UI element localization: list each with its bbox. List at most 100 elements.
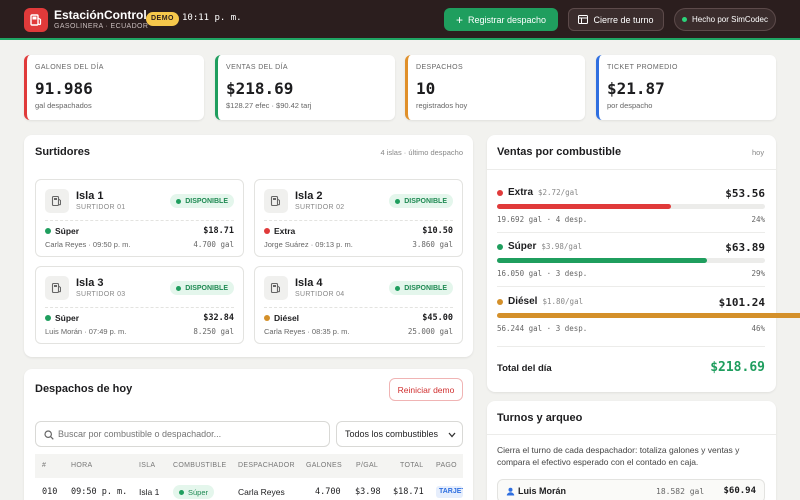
row-payment-badge: TARJETA bbox=[436, 486, 463, 498]
fuel-pump-icon bbox=[45, 189, 69, 213]
pump-last-dispatch: Carla Reyes · 08:35 p. m. bbox=[264, 327, 350, 336]
pump-amount: $45.00 bbox=[422, 313, 453, 323]
fuel-amount: $101.24 bbox=[718, 296, 765, 309]
pump-last-dispatch: Jorge Suárez · 09:13 p. m. bbox=[264, 240, 353, 249]
pump-id: SURTIDOR 04 bbox=[295, 291, 345, 298]
fuel-dot-icon bbox=[497, 243, 503, 250]
fuel-dot-icon bbox=[179, 489, 184, 495]
fuel-pump-logo-icon bbox=[24, 8, 48, 32]
shift-row[interactable]: Luis Morán 18.582 gal $60.94 bbox=[497, 479, 765, 500]
fuel-label: Súper bbox=[188, 487, 209, 497]
pump-card-1[interactable]: Isla 1 SURTIDOR 01 DISPONIBLE Súper $18.… bbox=[35, 179, 244, 257]
stat-value: $21.87 bbox=[607, 79, 665, 98]
row-attendant: Carla Reyes bbox=[238, 487, 285, 497]
pump-fuel: Extra bbox=[264, 226, 295, 236]
share-bar-fill bbox=[497, 204, 671, 209]
share-bar-fill bbox=[497, 313, 800, 318]
col-gallons: GALONES bbox=[306, 462, 342, 469]
fuel-amount: $53.56 bbox=[725, 187, 765, 200]
total-value: $218.69 bbox=[710, 360, 765, 375]
col-ppg: P/GAL bbox=[356, 462, 379, 469]
pump-card-3[interactable]: Isla 3 SURTIDOR 03 DISPONIBLE Súper $32.… bbox=[35, 266, 244, 344]
share-bar bbox=[497, 258, 765, 263]
row-island: Isla 1 bbox=[139, 487, 160, 497]
fuel-pct: 46% bbox=[751, 324, 765, 333]
col-time: HORA bbox=[71, 462, 93, 469]
shifts-description: Cierra el turno de cada despachador: tot… bbox=[497, 445, 740, 467]
stat-dispatches: DESPACHOS 10 registrados hoy bbox=[405, 55, 585, 120]
pump-amount: $10.50 bbox=[422, 226, 453, 236]
divider bbox=[497, 346, 765, 347]
stat-label: DESPACHOS bbox=[416, 64, 464, 71]
fuel-sales-row-super: Súper $3.98/gal $63.89 16.050 gal · 3 des… bbox=[497, 241, 765, 291]
fuel-label: Extra bbox=[508, 187, 534, 198]
pump-card-4[interactable]: Isla 4 SURTIDOR 04 DISPONIBLE Diésel $45… bbox=[254, 266, 463, 344]
row-total: $18.71 bbox=[393, 487, 424, 497]
search-input[interactable] bbox=[58, 425, 323, 443]
status-badge: DISPONIBLE bbox=[170, 194, 234, 208]
divider bbox=[497, 232, 765, 233]
pump-last-dispatch: Luis Morán · 07:49 p. m. bbox=[45, 327, 127, 336]
app-subtitle: GASOLINERA · ECUADOR bbox=[54, 23, 149, 30]
stat-sub: registrados hoy bbox=[416, 101, 468, 110]
status-label: DISPONIBLE bbox=[185, 284, 228, 292]
fuel-price: $3.98/gal bbox=[541, 242, 582, 251]
fuel-price: $1.80/gal bbox=[542, 297, 584, 306]
fuel-pump-icon bbox=[45, 276, 69, 300]
pump-fuel: Súper bbox=[45, 313, 79, 323]
made-by-badge[interactable]: Hecho por SimCodec bbox=[674, 8, 776, 31]
pump-name: Isla 2 bbox=[295, 190, 323, 202]
shifts-title: Turnos y arqueo bbox=[497, 412, 583, 424]
status-label: DISPONIBLE bbox=[185, 197, 228, 205]
row-time: 09:50 p. m. bbox=[71, 487, 128, 497]
pump-id: SURTIDOR 01 bbox=[76, 204, 126, 211]
row-gallons: 4.700 bbox=[315, 487, 341, 497]
close-shift-label: Cierre de turno bbox=[593, 14, 654, 25]
share-bar bbox=[497, 204, 765, 209]
fuel-name: Diésel $1.80/gal bbox=[497, 296, 583, 307]
share-bar-fill bbox=[497, 258, 707, 263]
fuel-pct: 24% bbox=[751, 215, 765, 224]
divider bbox=[487, 169, 776, 170]
row-num: 010 bbox=[42, 487, 58, 497]
total-label: Total del día bbox=[497, 363, 552, 374]
app-name: EstaciónControl bbox=[54, 8, 147, 22]
fuel-meta: 19.692 gal · 4 desp. bbox=[497, 215, 588, 224]
pump-card-2[interactable]: Isla 2 SURTIDOR 02 DISPONIBLE Extra $10.… bbox=[254, 179, 463, 257]
pump-name: Isla 4 bbox=[295, 277, 323, 289]
pump-gallons: 4.700 gal bbox=[193, 240, 234, 249]
top-bar: EstaciónControl GASOLINERA · ECUADOR DEM… bbox=[0, 0, 800, 40]
fuel-price: $2.72/gal bbox=[538, 188, 579, 197]
reset-demo-button[interactable]: Reiniciar demo bbox=[389, 378, 463, 401]
fuel-filter-select[interactable]: Todos los combustibles bbox=[336, 421, 463, 447]
stat-sub: por despacho bbox=[607, 101, 653, 110]
stat-value: 91.986 bbox=[35, 79, 93, 98]
share-bar bbox=[497, 313, 800, 318]
fuel-amount: $63.89 bbox=[725, 241, 765, 254]
divider bbox=[45, 220, 234, 221]
status-label: DISPONIBLE bbox=[404, 197, 447, 205]
fuel-label: Diésel bbox=[274, 313, 300, 323]
fuel-dot-icon bbox=[264, 228, 270, 234]
col-payment: PAGO bbox=[436, 462, 457, 469]
divider bbox=[45, 307, 234, 308]
fuel-pct: 29% bbox=[751, 269, 765, 278]
status-badge: DISPONIBLE bbox=[389, 281, 453, 295]
status-badge: DISPONIBLE bbox=[170, 281, 234, 295]
register-dispatch-button[interactable]: + Registrar despacho bbox=[444, 8, 558, 31]
pump-gallons: 3.860 gal bbox=[412, 240, 453, 249]
close-shift-button[interactable]: Cierre de turno bbox=[568, 8, 664, 31]
col-total: TOTAL bbox=[400, 462, 424, 469]
status-dot-icon bbox=[176, 285, 182, 291]
fuel-name: Extra $2.72/gal bbox=[497, 187, 579, 198]
made-by-label: Hecho por SimCodec bbox=[691, 15, 769, 24]
stat-avg-ticket: TICKET PROMEDIO $21.87 por despacho bbox=[596, 55, 776, 120]
fuel-label: Súper bbox=[55, 313, 80, 323]
stat-label: GALONES DEL DÍA bbox=[35, 64, 104, 71]
sales-period: hoy bbox=[752, 148, 765, 157]
fuel-pump-icon bbox=[264, 189, 288, 213]
fuel-filter-value: Todos los combustibles bbox=[345, 429, 439, 439]
col-island: ISLA bbox=[139, 462, 156, 469]
pump-fuel: Diésel bbox=[264, 313, 299, 323]
status-label: DISPONIBLE bbox=[404, 284, 447, 292]
